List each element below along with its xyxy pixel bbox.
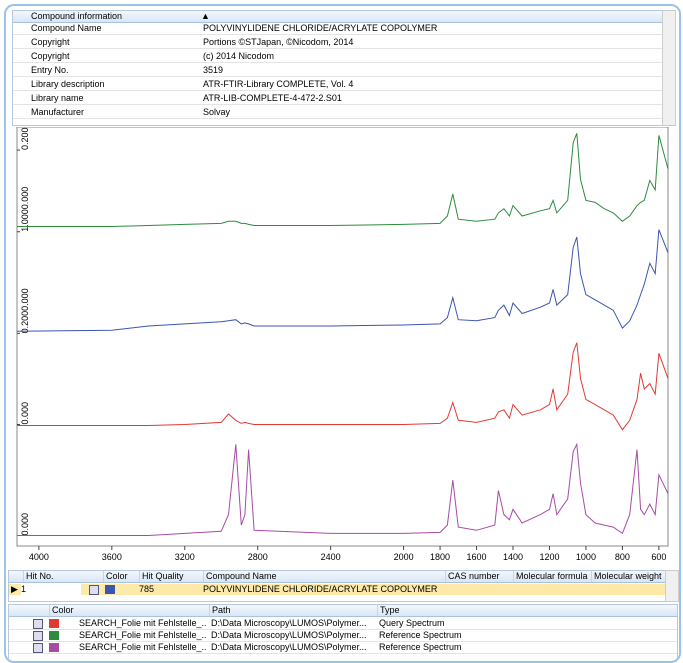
sort-arrow: ▲ [201, 11, 210, 21]
info-label: Copyright [31, 51, 70, 61]
color-swatch [105, 585, 115, 594]
checkbox [89, 585, 99, 595]
header-label: Compound information [31, 11, 123, 21]
hit-quality: 785 [139, 584, 155, 594]
info-label: Manufacturer [31, 107, 85, 117]
spectrum-chart: 4000 3600 3200 2800 2400 2000 1600 1200 800 1400 1… [16, 127, 669, 562]
checkbox[interactable] [33, 643, 43, 653]
checkbox[interactable] [33, 619, 43, 629]
info-value: ATR-LIB-COMPLETE-4-472-2.S01 [203, 93, 342, 103]
y-tick-label: 1.0000.000 [20, 187, 30, 232]
y-tick-label: 0.000 [20, 402, 30, 425]
info-row: Entry No. 3519 [13, 65, 663, 77]
x-tick-label: 1600 [467, 552, 487, 562]
app-window: Compound information ▲ Compound Name POLYVI… [4, 4, 681, 663]
info-label: Compound Name [31, 23, 102, 33]
plot-area [16, 127, 669, 547]
spectrum-type: Reference Spectrum [379, 642, 462, 652]
x-tick-label: 2800 [248, 552, 268, 562]
info-value: Solvay [203, 107, 231, 117]
spectra-table: Color Path Type SEARCH_Folie mit Fehlstelle… [8, 604, 678, 661]
column-header: Hit No. [23, 571, 76, 582]
x-tick-label: 1800 [430, 552, 450, 562]
spectrum-path: D:\Data Microscopy\LUMOS\Polymer... [211, 642, 367, 652]
spectrum-name: SEARCH_Folie mit Fehlstelle_... [79, 630, 207, 640]
x-tick-label: 3600 [102, 552, 122, 562]
spectrum-name: SEARCH_Folie mit Fehlstelle_... [79, 642, 207, 652]
y-tick-label: 0.200 [20, 128, 30, 151]
y-tick-label: 0.2000.000 [20, 288, 30, 333]
info-value: Portions ©STJapan, ©Nicodom, 2014 [203, 37, 354, 47]
spectrum-line [17, 342, 669, 431]
info-row: Manufacturer Solvay [13, 107, 663, 119]
spectrum-path: D:\Data Microscopy\LUMOS\Polymer... [211, 630, 367, 640]
checkbox[interactable] [33, 631, 43, 641]
x-tick-label: 2400 [321, 552, 341, 562]
info-label: Library description [31, 79, 105, 89]
info-row: Library name ATR-LIB-COMPLETE-4-472-2.S01 [13, 93, 663, 105]
info-row: Copyright Portions ©STJapan, ©Nicodom, 20… [13, 37, 663, 49]
color-swatch [49, 619, 59, 628]
spectrum-name: SEARCH_Folie mit Fehlstelle_... [79, 618, 207, 628]
x-tick-label: 3200 [175, 552, 195, 562]
hit-row[interactable]: ▶ 1 785 POLYVINYLIDENE CHLORIDE/ACRYLATE CO… [9, 584, 665, 595]
column-header: Compound Name [203, 571, 446, 582]
column-header: Molecular formula [513, 571, 592, 582]
spectrum-type: Reference Spectrum [379, 630, 462, 640]
x-tick-label: 2000 [394, 552, 414, 562]
color-swatch [49, 631, 59, 640]
info-label: Library name [31, 93, 84, 103]
hit-table: Hit No. Color Hit Quality Compound Name CAS … [8, 570, 666, 602]
info-value: POLYVINYLIDENE CHLORIDE/ACRYLATE COPOLYM… [203, 23, 438, 33]
spectrum-line [16, 229, 669, 332]
spectrum-line [17, 133, 669, 227]
x-tick-label: 800 [615, 552, 630, 562]
x-tick-label: 1200 [539, 552, 559, 562]
info-row: Copyright (c) 2014 Nicodom [13, 51, 663, 63]
spectrum-row: SEARCH_Folie mit Fehlstelle_... D:\Data M… [9, 618, 677, 630]
x-tick-label: 1000 [576, 552, 596, 562]
spectrum-row: SEARCH_Folie mit Fehlstelle_... D:\Data M… [9, 630, 677, 642]
table-header: Compound information ▲ [13, 11, 663, 23]
x-tick-label: 600 [651, 552, 666, 562]
compound-info-table: Compound information ▲ Compound Name POLYVI… [12, 10, 664, 126]
spectrum-line [17, 442, 669, 536]
info-label: Copyright [31, 37, 70, 47]
info-value: (c) 2014 Nicodom [203, 51, 275, 61]
scrollbar[interactable] [662, 10, 676, 126]
column-header: Color [49, 605, 132, 616]
color-swatch [49, 643, 59, 652]
scrollbar[interactable] [665, 570, 679, 602]
table-header: Color Path Type [9, 605, 677, 617]
column-header: Hit Quality [139, 571, 204, 582]
x-tick-label: 4000 [29, 552, 49, 562]
y-tick-label: 0.000 [20, 513, 30, 536]
column-header: Type [377, 605, 480, 616]
spectrum-path: D:\Data Microscopy\LUMOS\Polymer... [211, 618, 367, 628]
spectrum-row: SEARCH_Folie mit Fehlstelle_... D:\Data M… [9, 642, 677, 654]
info-row: Library description ATR-FTIR-Library COMP… [13, 79, 663, 91]
info-value: ATR-FTIR-Library COMPLETE, Vol. 4 [203, 79, 354, 89]
info-row: Compound Name POLYVINYLIDENE CHLORIDE/ACR… [13, 23, 663, 35]
column-header: Path [209, 605, 377, 616]
row-pointer: ▶ [11, 584, 18, 594]
info-label: Entry No. [31, 65, 69, 75]
info-value: 3519 [203, 65, 224, 75]
column-header: Molecular weight [591, 571, 665, 582]
x-tick-label: 1400 [503, 552, 523, 562]
column-header: CAS number [445, 571, 514, 582]
spectrum-type: Query Spectrum [379, 618, 445, 628]
compound-name: POLYVINYLIDENE CHLORIDE/ACRYLATE COPOLYM… [203, 584, 438, 594]
table-header: Hit No. Color Hit Quality Compound Name CAS … [9, 571, 665, 583]
hit-no: 1 [21, 584, 81, 595]
column-header: Color [103, 571, 136, 582]
